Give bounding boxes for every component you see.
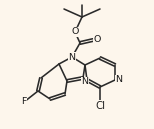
Text: N: N (69, 53, 75, 62)
Text: Cl: Cl (95, 101, 105, 111)
Text: O: O (93, 35, 101, 45)
Text: F: F (21, 98, 27, 107)
Text: N: N (116, 75, 122, 84)
Text: N: N (81, 78, 89, 87)
Text: O: O (71, 27, 79, 37)
